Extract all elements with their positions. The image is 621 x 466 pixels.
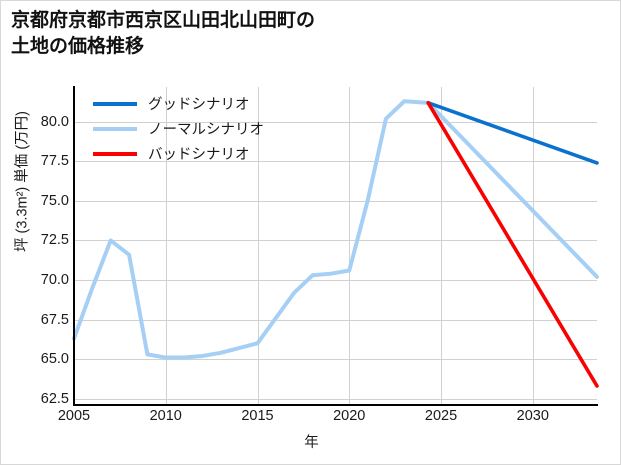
gridline-horizontal [74, 200, 597, 202]
legend-label: ノーマルシナリオ [148, 122, 264, 138]
gridline-horizontal [74, 161, 597, 163]
x-tick-label: 2025 [424, 408, 458, 424]
plot-area [72, 87, 599, 405]
y-tick-label: 70.0 [40, 272, 69, 288]
y-tick-label: 80.0 [40, 113, 69, 130]
gridline-horizontal [74, 240, 597, 242]
gridline-horizontal [74, 359, 597, 361]
series-line [72, 99, 599, 360]
series-lines [72, 99, 599, 388]
y-tick-label: 62.5 [40, 390, 69, 407]
y-axis-spine [73, 86, 75, 406]
legend-swatch [93, 151, 137, 156]
gridline-vertical [349, 87, 351, 405]
legend-item[interactable]: グッドシナリオ [93, 91, 313, 116]
chart-title: 京都府京都市西京区山田北山田町の 土地の価格推移 [11, 10, 316, 57]
legend-swatch [93, 126, 137, 131]
legend-swatch [93, 101, 137, 106]
gridline-vertical [257, 87, 259, 405]
y-tick-label: 77.5 [40, 153, 69, 170]
y-tick-label: 67.5 [40, 311, 69, 328]
y-tick-label: 65.0 [40, 351, 69, 368]
gridline-horizontal [74, 121, 597, 123]
x-tick-label: 2010 [149, 408, 182, 424]
series-line [426, 101, 599, 388]
gridline-vertical [165, 87, 167, 405]
y-axis-label: 坪 (3.3m²) 単価 (万円) [14, 111, 31, 252]
gridline-horizontal [74, 280, 597, 281]
chart-legend: グッドシナリオ ノーマルシナリオ バッドシナリオ [93, 91, 313, 166]
gridline-vertical [441, 87, 443, 405]
x-axis-label: 年 [304, 435, 319, 451]
gridline-vertical [532, 87, 534, 405]
legend-label: バッドシナリオ [148, 147, 250, 163]
legend-label: グッドシナリオ [148, 97, 250, 113]
x-tick-label: 2020 [333, 408, 366, 424]
y-tick-label: 75.0 [40, 192, 69, 209]
gridline-horizontal [74, 319, 597, 321]
x-tick-label: 2005 [57, 408, 91, 424]
gridline-horizontal [74, 398, 597, 400]
series-line [426, 101, 599, 165]
y-tick-label: 72.5 [40, 232, 69, 249]
legend-item[interactable]: バッドシナリオ [93, 141, 313, 166]
x-tick-label: 2015 [241, 408, 274, 424]
y-axis-tick-labels: 80.0 77.5 75.0 72.5 70.0 67.5 65.0 62.5 [1, 1, 69, 466]
x-tick-label: 2030 [516, 408, 549, 424]
x-axis-spine [73, 404, 598, 406]
legend-item[interactable]: ノーマルシナリオ [93, 116, 313, 141]
